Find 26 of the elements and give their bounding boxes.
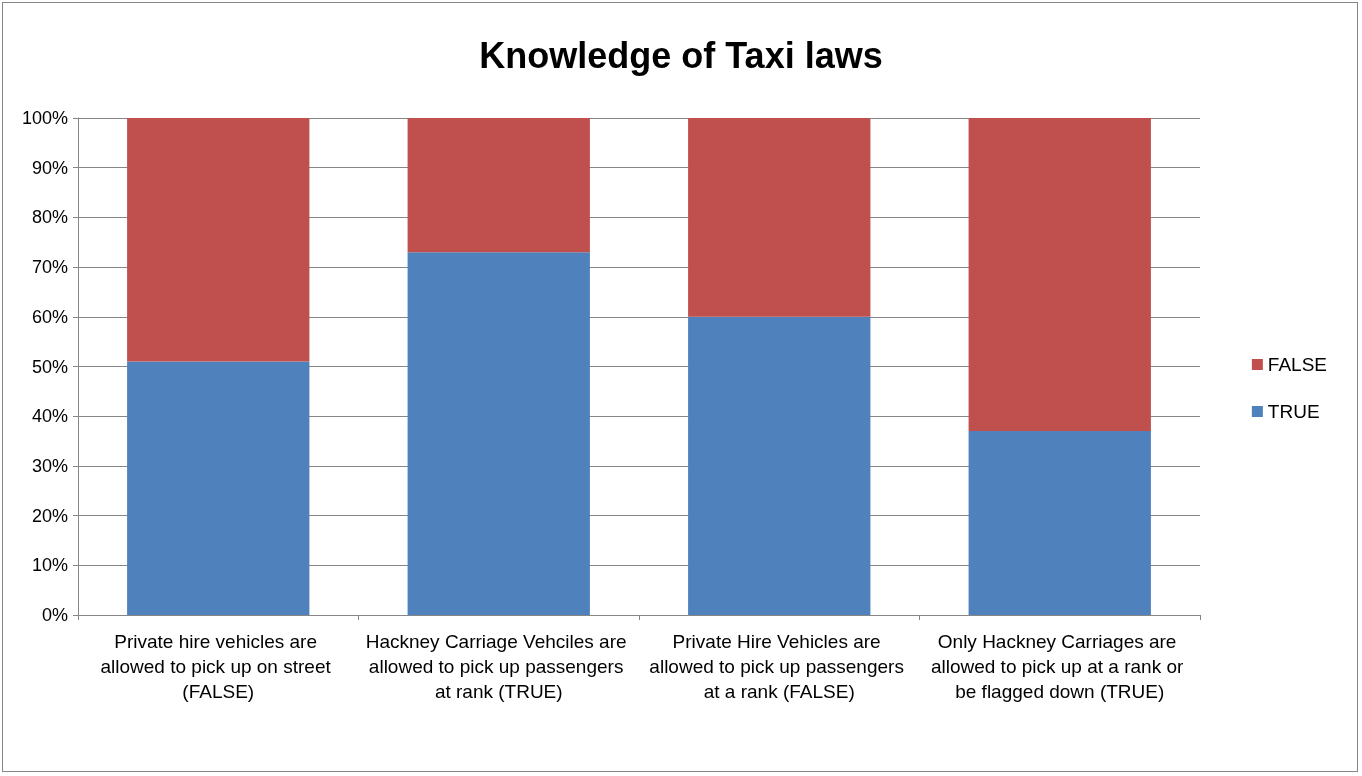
legend-label: FALSE xyxy=(1267,354,1328,375)
bar xyxy=(407,118,590,253)
x-tick-label: Only Hackney Carriages are allowed to pick up at a rank or be flagged down (TRUE) xyxy=(930,631,1189,702)
y-tick-label: 80% xyxy=(31,207,68,228)
y-tick-label: 70% xyxy=(31,257,68,278)
bar xyxy=(407,252,590,615)
y-tick-label: 90% xyxy=(31,157,68,178)
x-tick-label: Private hire vehicles are allowed to pick up on street (FALSE) xyxy=(100,631,337,702)
y-tick-label: 10% xyxy=(31,555,68,576)
x-tick-label: Private Hire Vehicles are allowed to pick up passengers at a rank (FALSE) xyxy=(649,631,910,702)
chart-title: Knowledge of Taxi laws xyxy=(479,34,883,76)
legend-label: TRUE xyxy=(1267,401,1320,422)
y-tick-label: 100% xyxy=(21,108,68,128)
bar xyxy=(127,118,310,362)
y-tick-label: 20% xyxy=(31,505,68,526)
bar xyxy=(968,118,1151,432)
y-tick-label: 0% xyxy=(41,605,68,625)
y-tick-label: 30% xyxy=(31,455,68,476)
bar xyxy=(688,316,871,615)
bar xyxy=(688,118,871,317)
y-tick-label: 40% xyxy=(31,406,68,427)
y-tick-label: 50% xyxy=(31,356,68,377)
y-tick-label: 60% xyxy=(31,306,68,327)
bar xyxy=(968,431,1151,615)
bar xyxy=(127,361,310,615)
x-tick-label: Hackney Carriage Vehciles are allowed to pick up passengers at rank (TRUE) xyxy=(365,631,632,702)
